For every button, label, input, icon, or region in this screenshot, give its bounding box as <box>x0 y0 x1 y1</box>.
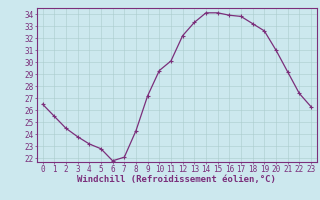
X-axis label: Windchill (Refroidissement éolien,°C): Windchill (Refroidissement éolien,°C) <box>77 175 276 184</box>
